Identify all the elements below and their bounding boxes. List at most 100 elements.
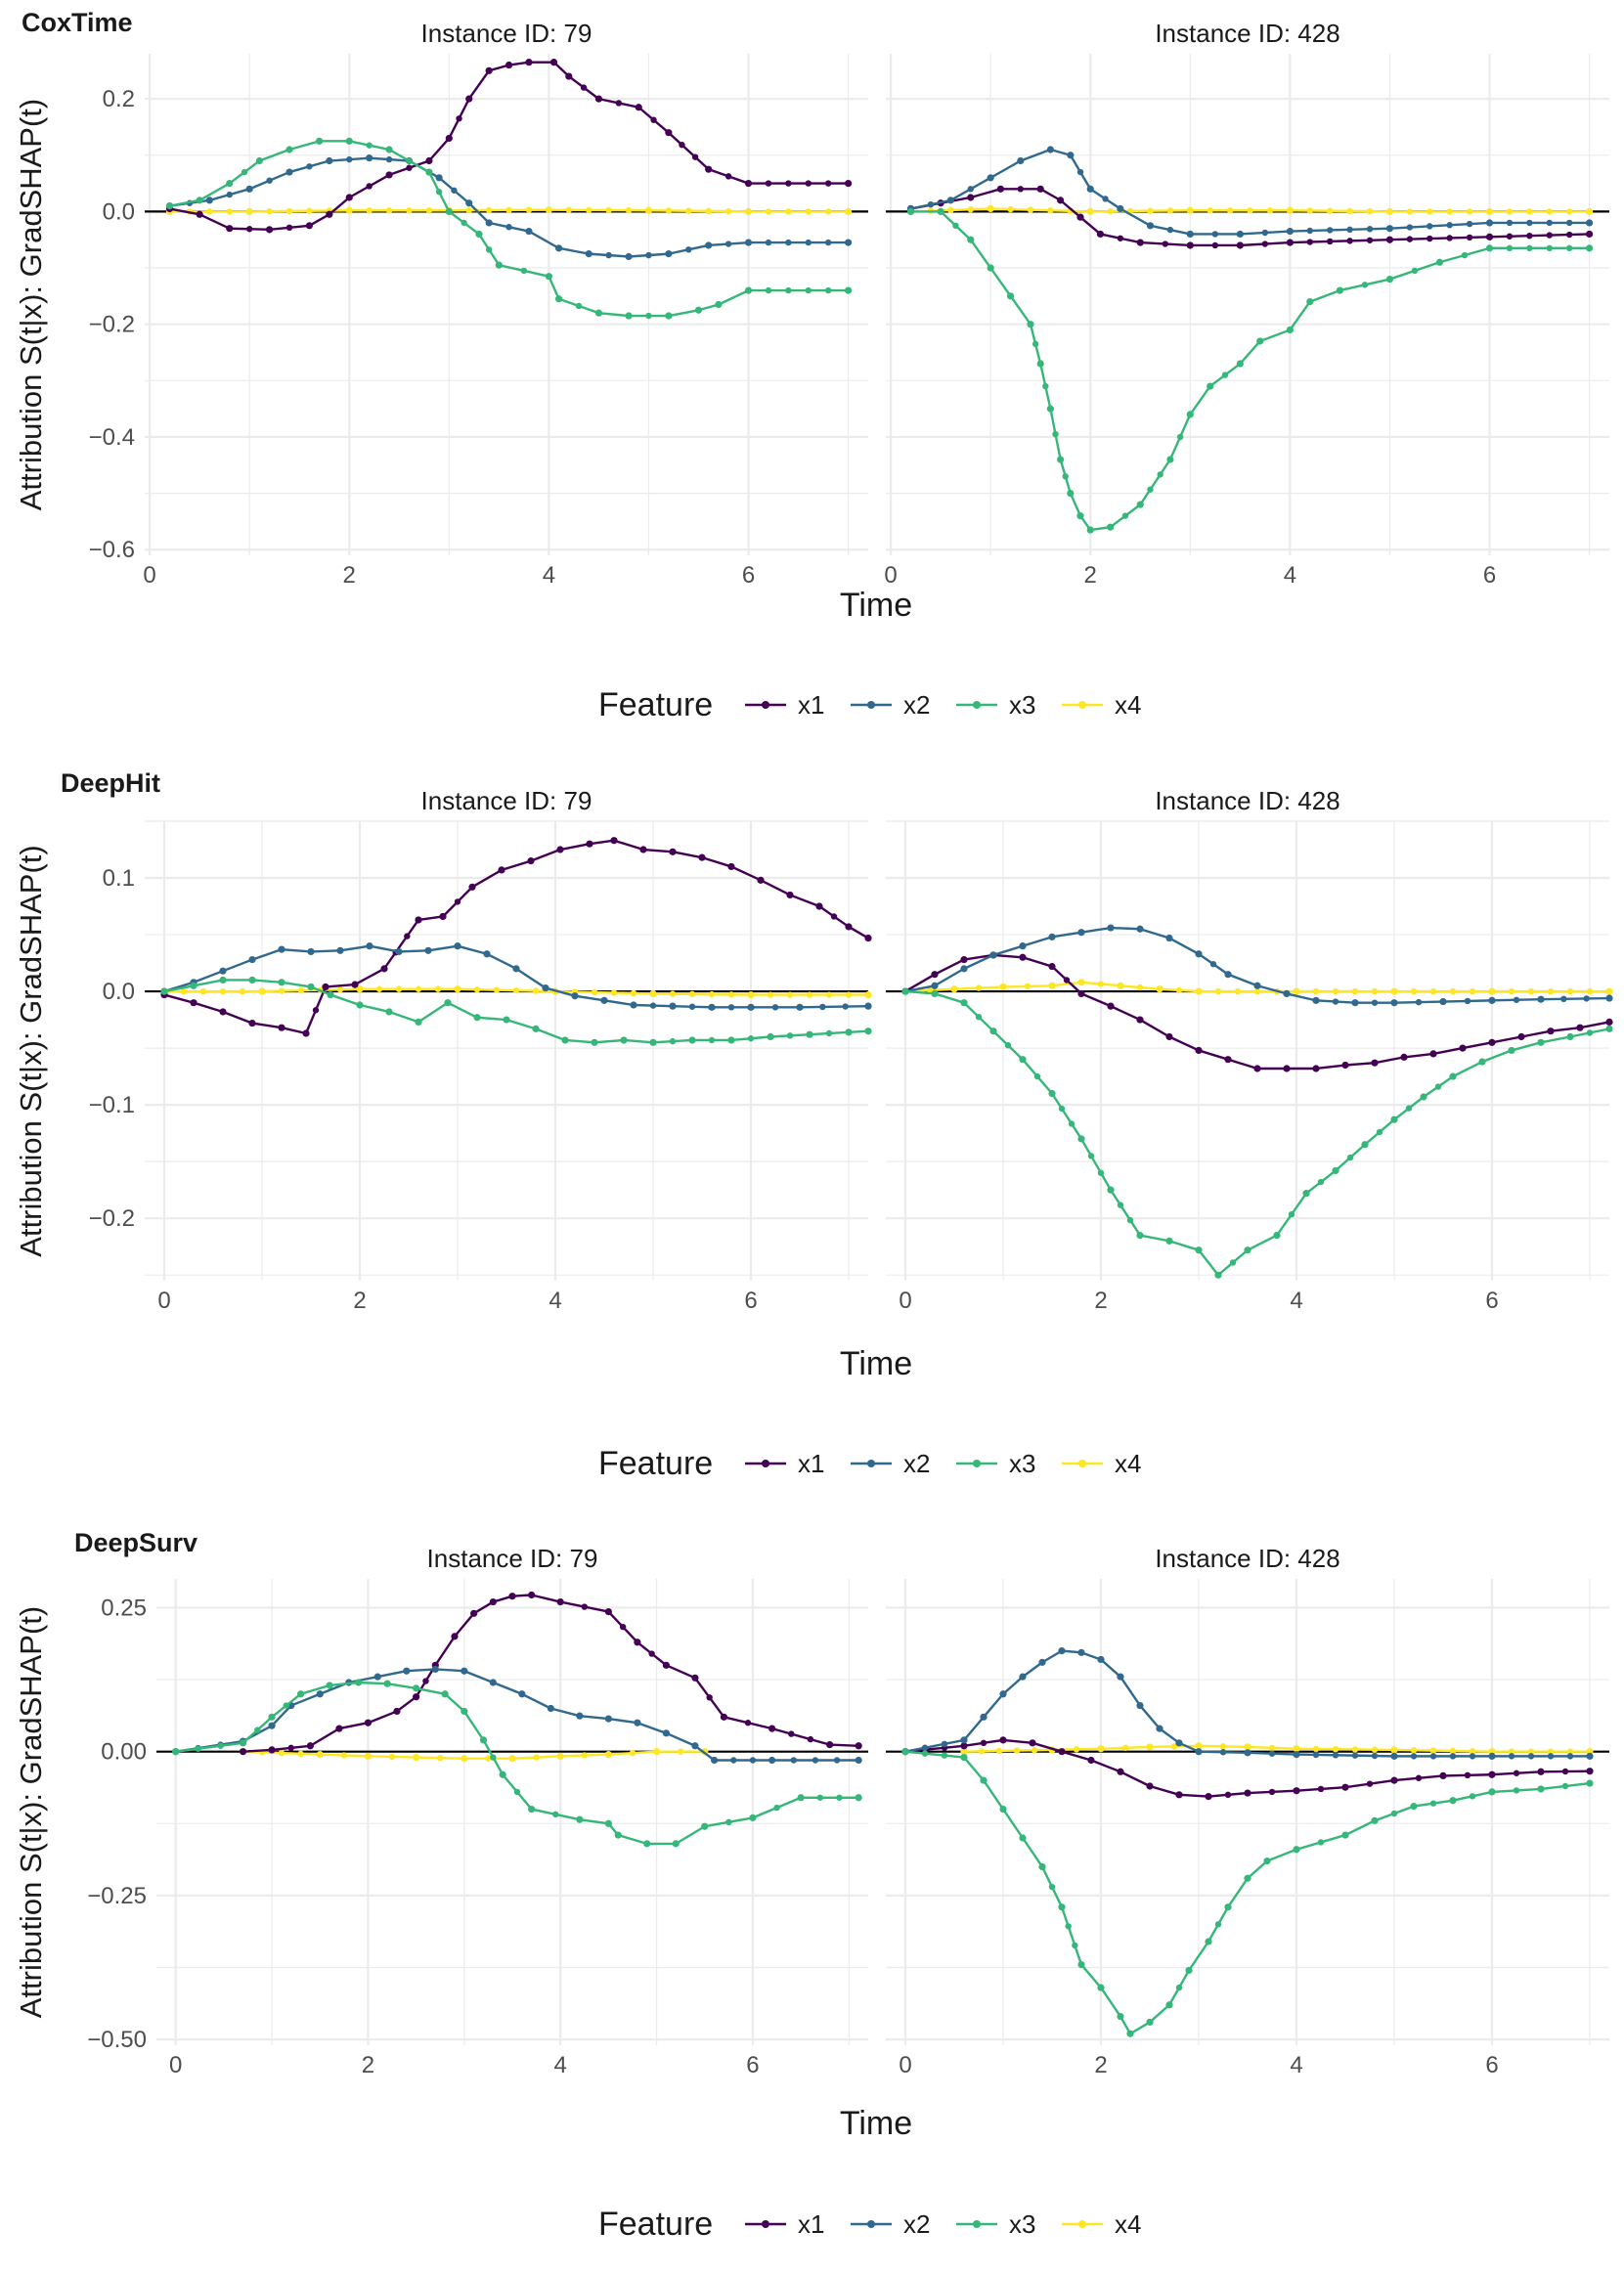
legend-label: x3 bbox=[1009, 2209, 1035, 2239]
data-point-x1 bbox=[1429, 1050, 1437, 1058]
interp-point-x4 bbox=[677, 1748, 684, 1755]
data-point-x4 bbox=[1244, 1743, 1251, 1751]
data-point-x2 bbox=[1186, 230, 1194, 239]
data-point-x3 bbox=[1385, 275, 1394, 284]
data-point-x2 bbox=[600, 996, 608, 1004]
interp-point-x1 bbox=[1224, 1791, 1232, 1799]
data-point-x3 bbox=[749, 1814, 757, 1821]
interp-point-x4 bbox=[1508, 1748, 1515, 1755]
interp-point-x4 bbox=[630, 989, 637, 997]
interp-point-x3 bbox=[1317, 1839, 1325, 1846]
data-point-x1 bbox=[306, 1742, 315, 1750]
interp-point-x3 bbox=[1031, 340, 1039, 348]
data-point-x1 bbox=[248, 1019, 256, 1027]
data-point-x4 bbox=[1485, 207, 1494, 215]
interp-point-x1 bbox=[807, 1735, 814, 1743]
interp-point-x1 bbox=[1063, 977, 1071, 984]
legend-title: Feature bbox=[598, 1445, 713, 1482]
data-point-x3 bbox=[744, 286, 753, 294]
data-point-x4 bbox=[644, 206, 653, 214]
data-point-x4 bbox=[649, 989, 657, 997]
data-point-x3 bbox=[561, 1036, 569, 1044]
data-point-x3 bbox=[327, 990, 334, 999]
data-point-x2 bbox=[1077, 1648, 1085, 1656]
interp-point-x4 bbox=[206, 208, 213, 215]
data-point-x3 bbox=[1586, 1779, 1594, 1787]
data-point-x1 bbox=[757, 876, 765, 884]
interp-point-x3 bbox=[1004, 1041, 1012, 1049]
data-point-x1 bbox=[586, 840, 593, 848]
interp-point-x4 bbox=[485, 206, 493, 214]
data-point-x3 bbox=[383, 1680, 391, 1687]
series-x1 bbox=[901, 1736, 1594, 1801]
interp-point-x1 bbox=[1117, 235, 1124, 241]
interp-point-x1 bbox=[691, 153, 699, 160]
interp-point-x4 bbox=[767, 991, 774, 998]
data-point-x2 bbox=[285, 168, 293, 176]
interp-point-x3 bbox=[708, 1036, 716, 1044]
data-point-x2 bbox=[630, 1001, 637, 1009]
data-point-x3 bbox=[1390, 1115, 1398, 1123]
interp-point-x1 bbox=[724, 173, 732, 180]
data-point-x2 bbox=[268, 1722, 276, 1729]
interp-point-x1 bbox=[980, 1739, 988, 1747]
y-tick-label: 0.0 bbox=[103, 198, 135, 225]
data-point-x3 bbox=[906, 207, 915, 215]
data-point-x1 bbox=[226, 225, 234, 233]
interp-point-x4 bbox=[485, 1755, 492, 1762]
interp-point-x3 bbox=[1126, 1216, 1134, 1224]
interp-point-x2 bbox=[605, 251, 612, 259]
data-point-x1 bbox=[1517, 1032, 1525, 1041]
data-point-x1 bbox=[1077, 989, 1085, 997]
legend-label: x4 bbox=[1115, 2209, 1141, 2239]
interp-point-x4 bbox=[669, 990, 677, 997]
data-point-x4 bbox=[1293, 987, 1300, 995]
data-point-x3 bbox=[1057, 456, 1065, 463]
data-point-x3 bbox=[495, 261, 503, 269]
legend: Feature x1 x2 x3 x4 bbox=[598, 686, 1141, 723]
legend-label: x2 bbox=[903, 690, 930, 720]
data-point-x1 bbox=[635, 104, 642, 111]
interp-point-x1 bbox=[1327, 238, 1334, 245]
data-point-x1 bbox=[1286, 239, 1294, 246]
data-point-x2 bbox=[512, 965, 520, 973]
interp-point-x4 bbox=[1031, 1747, 1038, 1754]
interp-point-x3 bbox=[825, 1029, 833, 1037]
data-point-x3 bbox=[1165, 1237, 1173, 1245]
data-point-x4 bbox=[1097, 1745, 1105, 1753]
series-x2 bbox=[901, 1647, 1594, 1760]
data-point-x3 bbox=[1537, 1785, 1545, 1793]
interp-point-x3 bbox=[254, 1727, 261, 1733]
data-point-x2 bbox=[1605, 994, 1613, 1002]
series-line-x1 bbox=[904, 953, 1610, 1071]
data-point-x1 bbox=[996, 185, 1004, 193]
data-point-x4 bbox=[1195, 1742, 1203, 1750]
y-tick-label: −0.25 bbox=[87, 1883, 147, 1909]
interp-point-x1 bbox=[824, 180, 832, 187]
interp-point-x4 bbox=[1527, 987, 1535, 995]
data-point-x2 bbox=[931, 982, 939, 989]
interp-point-x3 bbox=[1048, 1883, 1056, 1891]
data-point-x2 bbox=[999, 1690, 1007, 1698]
interp-point-x2 bbox=[688, 1003, 696, 1010]
data-point-x2 bbox=[576, 1712, 584, 1720]
interp-point-x2 bbox=[1513, 996, 1520, 1003]
data-point-x1 bbox=[413, 1693, 420, 1701]
data-point-x3 bbox=[1605, 1025, 1613, 1032]
interp-point-x1 bbox=[1346, 238, 1353, 244]
legend-item-x3: x3 bbox=[956, 690, 1035, 720]
data-point-x3 bbox=[1566, 1032, 1574, 1041]
data-point-x3 bbox=[473, 1014, 481, 1022]
data-point-x3 bbox=[1038, 1862, 1046, 1871]
interp-point-x1 bbox=[1466, 234, 1473, 241]
data-point-x1 bbox=[1205, 1793, 1212, 1801]
data-point-x3 bbox=[1076, 512, 1084, 520]
data-point-x1 bbox=[931, 971, 939, 979]
x-tick-label: 6 bbox=[746, 2052, 759, 2078]
interp-point-x2 bbox=[1371, 1752, 1379, 1760]
interp-point-x2 bbox=[842, 1003, 849, 1010]
data-point-x3 bbox=[1478, 1058, 1486, 1066]
interp-point-x2 bbox=[765, 239, 772, 246]
legend-key-point bbox=[762, 2220, 769, 2228]
data-point-x3 bbox=[701, 1822, 709, 1830]
